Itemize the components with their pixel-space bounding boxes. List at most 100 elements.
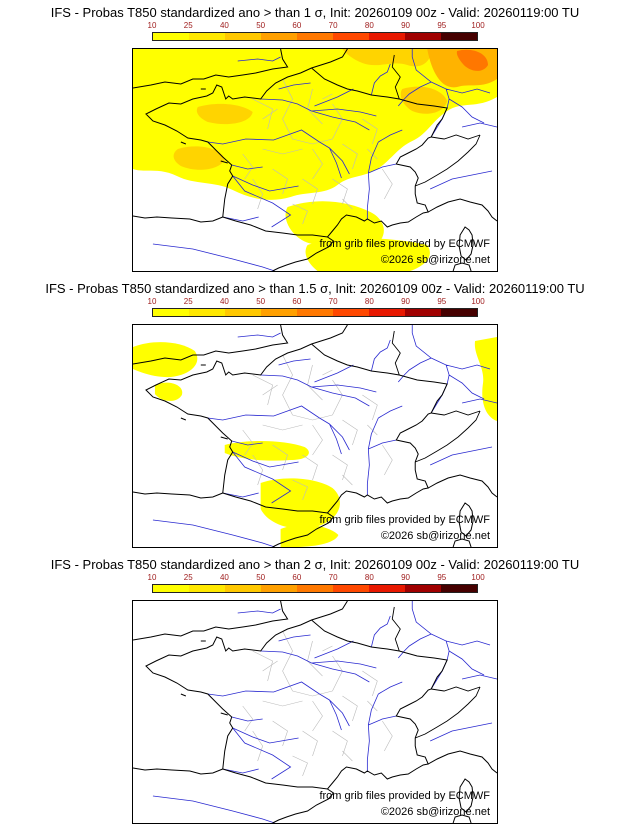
colorbar-segment bbox=[225, 33, 261, 40]
map-box: from grib files provided by ECMWF ©2026 … bbox=[132, 48, 498, 272]
colorbar-segment bbox=[405, 309, 441, 316]
colorbar-tick-label: 70 bbox=[328, 21, 338, 30]
corsica-sardinia-coastline bbox=[452, 778, 474, 823]
ecmwf-credit: from grib files provided by ECMWF bbox=[319, 238, 490, 250]
panel-sigma-1: IFS - Probas T850 standardized ano > tha… bbox=[0, 0, 630, 276]
page-title: IFS - Probas T850 standardized ano > tha… bbox=[45, 281, 585, 296]
probability-colorbar: 10 25 40 50 60 70 80 90 95 100 bbox=[148, 297, 485, 320]
map-canvas bbox=[133, 325, 497, 547]
copyright-text: ©2026 sb@irizone.net bbox=[380, 530, 490, 542]
colorbar-gradient-bar bbox=[152, 308, 478, 317]
colorbar-tick-label: 95 bbox=[437, 21, 447, 30]
colorbar-tick-label: 60 bbox=[292, 297, 302, 306]
colorbar-tick-label: 80 bbox=[364, 573, 374, 582]
colorbar-tick-label: 10 bbox=[147, 297, 157, 306]
colorbar-segment bbox=[441, 585, 477, 592]
probability-shading bbox=[474, 337, 497, 421]
panel-sigma-2: IFS - Probas T850 standardized ano > tha… bbox=[0, 552, 630, 828]
map-canvas bbox=[133, 601, 497, 823]
colorbar-tick-label: 80 bbox=[364, 297, 374, 306]
neighbor-borders bbox=[391, 606, 481, 739]
colorbar-gradient-bar bbox=[152, 32, 478, 41]
colorbar-tick-label: 100 bbox=[471, 297, 485, 306]
colorbar-segment bbox=[333, 309, 369, 316]
england-coastline bbox=[133, 49, 289, 89]
colorbar-tick-label: 70 bbox=[328, 573, 338, 582]
sea-background bbox=[133, 601, 497, 823]
colorbar-tick-label: 90 bbox=[401, 573, 410, 582]
probability-shading bbox=[260, 478, 340, 529]
colorbar-tick-label: 70 bbox=[328, 297, 338, 306]
colorbar-segment bbox=[441, 33, 477, 40]
colorbar-segment bbox=[297, 309, 333, 316]
france-coastline-borders bbox=[145, 49, 448, 238]
colorbar-tick-label: 60 bbox=[292, 573, 302, 582]
corsica-sardinia-coastline bbox=[452, 226, 474, 271]
ecmwf-credit: from grib files provided by ECMWF bbox=[319, 514, 490, 526]
colorbar-segment bbox=[369, 309, 405, 316]
colorbar-tick-label: 50 bbox=[256, 21, 266, 30]
ecmwf-credit: from grib files provided by ECMWF bbox=[319, 790, 490, 802]
probability-shading bbox=[154, 382, 183, 401]
probability-colorbar: 10 25 40 50 60 70 80 90 95 100 bbox=[148, 573, 485, 596]
colorbar-segment bbox=[333, 585, 369, 592]
colorbar-segment bbox=[225, 309, 261, 316]
france-coastline-borders bbox=[145, 601, 448, 790]
colorbar-segment bbox=[189, 309, 225, 316]
colorbar-tick-label: 90 bbox=[401, 297, 410, 306]
colorbar-tick-label: 25 bbox=[183, 297, 193, 306]
colorbar-tick-label: 40 bbox=[219, 573, 229, 582]
probability-shading bbox=[305, 238, 430, 271]
panel-sigma-1-5: IFS - Probas T850 standardized ano > tha… bbox=[0, 276, 630, 552]
colorbar-tick-label: 40 bbox=[219, 297, 229, 306]
colorbar-tick-labels: 10 25 40 50 60 70 80 90 95 100 bbox=[148, 297, 485, 307]
neighbor-borders bbox=[391, 54, 481, 187]
france-map bbox=[133, 601, 497, 823]
colorbar-segment bbox=[189, 33, 225, 40]
colorbar-tick-label: 100 bbox=[471, 573, 485, 582]
colorbar-segment bbox=[153, 33, 189, 40]
rivers bbox=[152, 601, 497, 823]
colorbar-tick-label: 40 bbox=[219, 21, 229, 30]
probability-shading bbox=[224, 441, 309, 461]
colorbar-tick-label: 50 bbox=[256, 297, 266, 306]
italy-spain-coastlines bbox=[133, 640, 497, 823]
rivers bbox=[152, 325, 497, 547]
colorbar-tick-label: 10 bbox=[147, 21, 157, 30]
colorbar-segment bbox=[225, 585, 261, 592]
colorbar-segment bbox=[297, 33, 333, 40]
colorbar-tick-label: 90 bbox=[401, 21, 410, 30]
probability-shading bbox=[133, 342, 198, 378]
italy-spain-coastlines bbox=[133, 364, 497, 547]
copyright-text: ©2026 sb@irizone.net bbox=[380, 254, 490, 266]
corsica-sardinia-coastline bbox=[452, 502, 474, 547]
france-map bbox=[133, 49, 497, 271]
italy-spain-coastlines bbox=[133, 88, 497, 271]
map-box: from grib files provided by ECMWF ©2026 … bbox=[132, 600, 498, 824]
probability-shading bbox=[400, 86, 448, 114]
colorbar-segment bbox=[297, 585, 333, 592]
colorbar-segment bbox=[405, 585, 441, 592]
neighbor-borders bbox=[391, 330, 481, 463]
colorbar-gradient-bar bbox=[152, 584, 478, 593]
colorbar-segment bbox=[369, 585, 405, 592]
colorbar-segment bbox=[441, 309, 477, 316]
probability-colorbar: 10 25 40 50 60 70 80 90 95 100 bbox=[148, 21, 485, 44]
colorbar-segment bbox=[261, 585, 297, 592]
colorbar-tick-label: 25 bbox=[183, 21, 193, 30]
colorbar-segment bbox=[153, 309, 189, 316]
page-title: IFS - Probas T850 standardized ano > tha… bbox=[50, 557, 580, 572]
colorbar-tick-label: 80 bbox=[364, 21, 374, 30]
colorbar-tick-label: 60 bbox=[292, 21, 302, 30]
page-title: IFS - Probas T850 standardized ano > tha… bbox=[50, 5, 580, 20]
colorbar-segment bbox=[189, 585, 225, 592]
colorbar-tick-label: 25 bbox=[183, 573, 193, 582]
rivers bbox=[152, 49, 497, 271]
colorbar-segment bbox=[405, 33, 441, 40]
probability-shading bbox=[342, 49, 433, 67]
map-box: from grib files provided by ECMWF ©2026 … bbox=[132, 324, 498, 548]
probability-overlay-group bbox=[133, 337, 497, 547]
colorbar-tick-label: 10 bbox=[147, 573, 157, 582]
colorbar-tick-labels: 10 25 40 50 60 70 80 90 95 100 bbox=[148, 573, 485, 583]
colorbar-segment bbox=[261, 33, 297, 40]
